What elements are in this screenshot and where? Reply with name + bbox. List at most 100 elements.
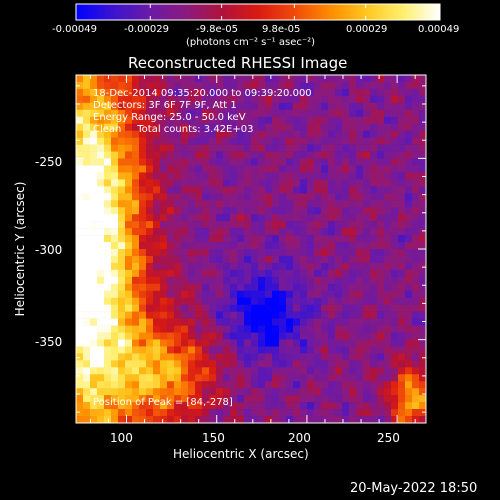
heatmap-pixel (377, 325, 385, 333)
heatmap-pixel (111, 200, 119, 208)
heatmap-pixel (223, 75, 231, 83)
heatmap-pixel (377, 75, 385, 83)
heatmap-pixel (272, 88, 280, 97)
heatmap-pixel (307, 297, 315, 305)
heatmap-pixel (202, 130, 210, 138)
heatmap-pixel (160, 395, 168, 403)
heatmap-pixel (314, 325, 322, 333)
heatmap-pixel (356, 200, 364, 208)
heatmap-pixel (328, 137, 336, 145)
heatmap-pixel (314, 409, 322, 417)
heatmap-pixel (391, 262, 399, 271)
heatmap-pixel (188, 88, 196, 97)
heatmap-pixel (244, 332, 252, 340)
heatmap-pixel (265, 311, 273, 319)
heatmap-pixel (377, 186, 385, 194)
heatmap-pixel (272, 214, 280, 222)
heatmap-pixel (181, 318, 189, 326)
heatmap-pixel (286, 88, 294, 97)
heatmap-pixel (300, 262, 308, 271)
heatmap-pixel (237, 297, 245, 305)
heatmap-pixel (167, 123, 175, 131)
heatmap-pixel (104, 186, 112, 194)
heatmap-pixel (132, 207, 140, 215)
heatmap-pixel (125, 207, 133, 215)
heatmap-pixel (244, 130, 252, 138)
heatmap-pixel (153, 262, 161, 271)
heatmap-pixel (258, 193, 266, 201)
heatmap-pixel (237, 221, 245, 229)
heatmap-pixel (279, 297, 287, 305)
heatmap-pixel (293, 276, 301, 285)
heatmap-pixel (286, 158, 294, 166)
heatmap-pixel (83, 381, 91, 389)
heatmap-pixel (258, 255, 266, 264)
heatmap-pixel (195, 235, 203, 243)
heatmap-pixel (153, 137, 161, 145)
heatmap-pixel (272, 262, 280, 271)
heatmap-pixel (293, 290, 301, 299)
heatmap-pixel (97, 200, 105, 208)
heatmap-pixel (118, 151, 126, 159)
heatmap-pixel (181, 88, 189, 97)
heatmap-pixel (349, 262, 357, 271)
heatmap-pixel (125, 346, 133, 354)
heatmap-pixel (76, 381, 84, 389)
heatmap-pixel (125, 200, 133, 208)
heatmap-pixel (181, 262, 189, 271)
heatmap-pixel (412, 325, 420, 333)
heatmap-pixel (188, 137, 196, 145)
heatmap-pixel (76, 318, 84, 326)
heatmap-pixel (125, 276, 133, 285)
heatmap-pixel (370, 172, 378, 180)
heatmap-pixel (272, 402, 280, 410)
heatmap-pixel (377, 276, 385, 285)
heatmap-pixel (188, 249, 196, 257)
heatmap-pixel (272, 249, 280, 257)
heatmap-pixel (377, 193, 385, 201)
heatmap-pixel (293, 283, 301, 292)
heatmap-pixel (132, 221, 140, 229)
heatmap-pixel (174, 95, 182, 104)
heatmap-pixel (272, 75, 280, 83)
heatmap-pixel (377, 339, 385, 347)
heatmap-pixel (104, 144, 112, 152)
heatmap-pixel (160, 116, 168, 125)
heatmap-pixel (384, 249, 392, 257)
heatmap-pixel (293, 409, 301, 417)
heatmap-pixel (195, 290, 203, 299)
heatmap-pixel (335, 325, 343, 333)
heatmap-pixel (111, 255, 119, 264)
heatmap-pixel (412, 123, 420, 131)
heatmap-pixel (244, 102, 252, 111)
heatmap-pixel (97, 179, 105, 187)
heatmap-pixel (202, 123, 210, 131)
heatmap-pixel (223, 402, 231, 410)
heatmap-pixel (160, 353, 168, 361)
heatmap-pixel (181, 360, 189, 368)
heatmap-pixel (258, 360, 266, 368)
heatmap-pixel (125, 130, 133, 138)
heatmap-pixel (223, 186, 231, 194)
heatmap-pixel (342, 360, 350, 368)
heatmap-pixel (272, 109, 280, 118)
heatmap-pixel (265, 221, 273, 229)
heatmap-pixel (104, 221, 112, 229)
heatmap-pixel (111, 360, 119, 368)
heatmap-pixel (83, 193, 91, 201)
heatmap-pixel (251, 409, 259, 417)
heatmap-pixel (139, 374, 147, 382)
heatmap-pixel (286, 381, 294, 389)
heatmap-pixel (405, 367, 413, 375)
heatmap-pixel (97, 255, 105, 264)
heatmap-pixel (90, 249, 98, 257)
heatmap-pixel (76, 416, 84, 424)
heatmap-pixel (111, 207, 119, 215)
heatmap-pixel (412, 130, 420, 138)
heatmap-pixel (279, 416, 287, 424)
heatmap-pixel (195, 123, 203, 131)
heatmap-pixel (230, 207, 238, 215)
heatmap-pixel (160, 318, 168, 326)
heatmap-pixel (104, 151, 112, 159)
heatmap-pixel (412, 137, 420, 145)
